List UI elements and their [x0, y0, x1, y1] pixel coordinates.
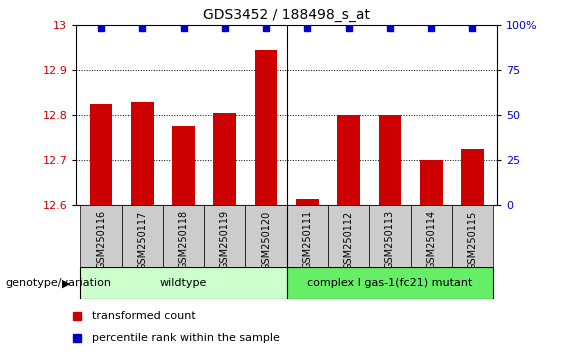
Bar [204, 205, 245, 267]
Bar [370, 205, 411, 267]
Bar [337, 115, 360, 205]
Bar [287, 267, 493, 299]
Bar [328, 205, 370, 267]
Title: GDS3452 / 188498_s_at: GDS3452 / 188498_s_at [203, 8, 370, 22]
Bar [163, 205, 204, 267]
Text: GSM250119: GSM250119 [220, 210, 230, 269]
Text: percentile rank within the sample: percentile rank within the sample [92, 332, 280, 343]
Bar [80, 267, 286, 299]
Text: genotype/variation: genotype/variation [6, 278, 112, 288]
Text: ▶: ▶ [62, 278, 71, 288]
Bar [131, 102, 154, 205]
Bar [245, 205, 287, 267]
Bar [452, 205, 493, 267]
Bar [420, 160, 442, 205]
Bar [287, 205, 328, 267]
Text: GSM250117: GSM250117 [137, 210, 147, 269]
Text: GSM250120: GSM250120 [261, 210, 271, 269]
Bar [379, 115, 401, 205]
Text: complex I gas-1(fc21) mutant: complex I gas-1(fc21) mutant [307, 278, 472, 288]
Text: GSM250112: GSM250112 [344, 210, 354, 269]
Text: GSM250116: GSM250116 [96, 210, 106, 269]
Bar [80, 205, 121, 267]
Text: GSM250113: GSM250113 [385, 210, 395, 269]
Bar [90, 104, 112, 205]
Text: GSM250118: GSM250118 [179, 210, 189, 269]
Bar [172, 126, 195, 205]
Text: GSM250111: GSM250111 [302, 210, 312, 269]
Bar [461, 149, 484, 205]
Text: transformed count: transformed count [92, 311, 195, 321]
Text: GSM250115: GSM250115 [467, 210, 477, 269]
Bar [214, 113, 236, 205]
Text: GSM250114: GSM250114 [426, 210, 436, 269]
Text: wildtype: wildtype [160, 278, 207, 288]
Bar [296, 199, 319, 205]
Bar [411, 205, 452, 267]
Bar [121, 205, 163, 267]
Bar [255, 50, 277, 205]
